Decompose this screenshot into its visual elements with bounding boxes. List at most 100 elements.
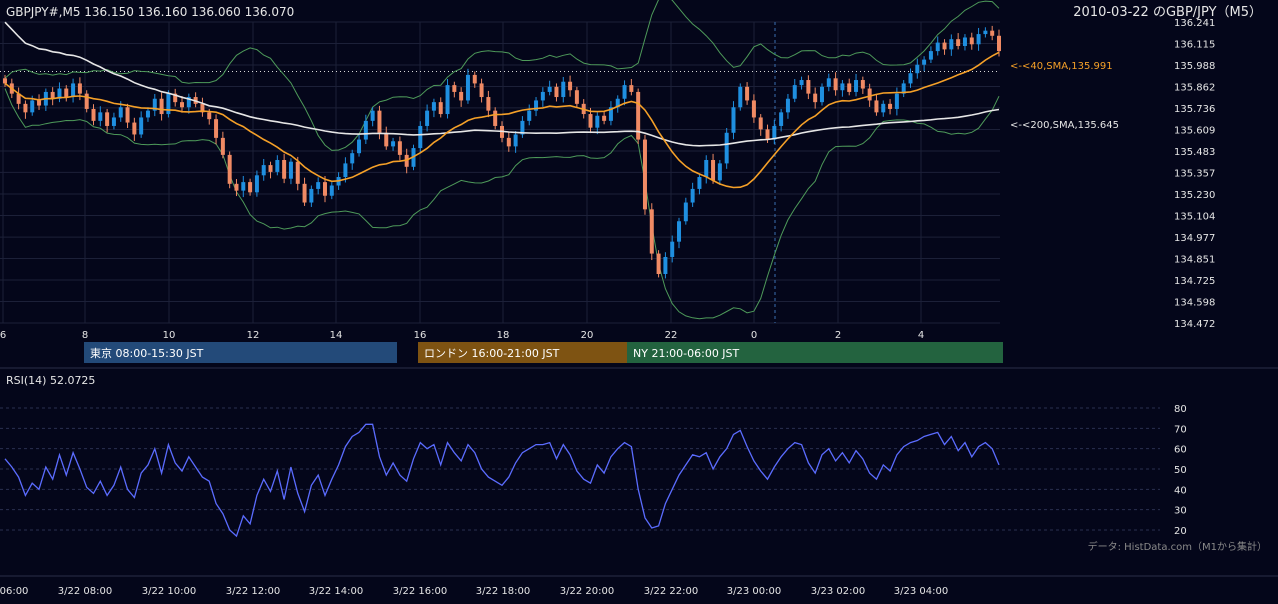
candle — [772, 119, 777, 144]
candle-body — [309, 188, 314, 203]
candle-body — [622, 85, 627, 99]
candle-body — [540, 91, 545, 101]
candle — [745, 82, 750, 105]
candle — [758, 114, 763, 136]
candle — [37, 94, 42, 110]
data-credit: データ: HistData.com（M1から集計） — [1088, 540, 1267, 553]
candle-body — [227, 154, 232, 184]
candle — [642, 134, 647, 215]
price-tick-label: 134.598 — [1174, 298, 1215, 309]
candle — [724, 128, 729, 169]
candle — [166, 90, 171, 118]
price-tick-label: 136.115 — [1174, 39, 1215, 50]
candle — [561, 76, 566, 103]
bollinger-upper-line — [4, 0, 1000, 151]
candle — [91, 104, 96, 126]
candle-body — [77, 83, 82, 94]
candle-body — [363, 120, 368, 140]
candle — [656, 250, 661, 278]
candle-body — [145, 110, 150, 118]
candle-body — [30, 100, 35, 113]
price-tick-label: 134.977 — [1174, 233, 1215, 244]
time-tick-label: 10 — [163, 330, 176, 341]
candle-body — [377, 110, 382, 133]
candle — [71, 78, 76, 103]
candle-body — [159, 98, 164, 115]
candle-body — [241, 182, 246, 191]
sma200-label: <-<200,SMA,135.645 — [1010, 120, 1119, 131]
candle — [813, 87, 818, 109]
candle-body — [64, 88, 69, 98]
candle — [922, 56, 927, 72]
candle-body — [220, 137, 225, 155]
candle-body — [629, 85, 634, 92]
time-tick-label: 2 — [835, 330, 841, 341]
candle-body — [91, 108, 96, 121]
candle — [431, 98, 436, 118]
candle-body — [479, 83, 484, 98]
candle-body — [506, 137, 511, 147]
candle-body — [329, 185, 334, 196]
candle-body — [322, 182, 327, 196]
candle — [329, 182, 334, 200]
price-tick-label: 135.736 — [1174, 104, 1215, 115]
candle — [690, 182, 695, 207]
candle-body — [125, 107, 130, 123]
candle — [186, 93, 191, 114]
time-tick-label: 20 — [581, 330, 594, 341]
candle-body — [901, 83, 906, 94]
candle — [234, 179, 239, 197]
candle-body — [472, 74, 477, 84]
time-tick-label: 16 — [414, 330, 427, 341]
candle-body — [98, 112, 103, 121]
candle — [445, 79, 450, 119]
candle-body — [50, 91, 55, 99]
candle — [275, 155, 280, 176]
candle — [969, 32, 974, 50]
candle-body — [418, 125, 423, 149]
rsi-title: RSI(14) 52.0725 — [6, 374, 95, 387]
candle — [636, 88, 641, 144]
session-bar-fill — [418, 342, 627, 363]
time-tick-label: 4 — [918, 330, 924, 341]
candle-body — [16, 93, 21, 104]
candle-body — [57, 88, 62, 99]
candle-body — [343, 163, 348, 178]
moving-averages — [4, 21, 1000, 189]
candle-body — [894, 93, 899, 109]
session-bar: 東京 08:00-15:30 JST — [84, 342, 397, 363]
candle — [806, 75, 811, 100]
candle — [513, 131, 518, 153]
candle-body — [595, 115, 600, 128]
candle — [465, 68, 470, 104]
candle — [962, 34, 967, 51]
candle-body — [697, 177, 702, 189]
candle — [418, 121, 423, 153]
candle-body — [111, 117, 116, 126]
candle-body — [302, 183, 307, 203]
candle — [506, 131, 511, 152]
candle — [180, 96, 185, 113]
bottom-time-label: 3/23 02:00 — [811, 586, 865, 597]
candle-body — [915, 64, 920, 74]
candle-body — [772, 125, 777, 140]
candle — [799, 76, 804, 90]
sma200-line — [4, 21, 1000, 147]
candle-body — [431, 102, 436, 111]
sma40-line — [4, 51, 1000, 189]
candle — [785, 93, 790, 119]
candle-body — [881, 103, 886, 113]
candle-body — [969, 37, 974, 45]
candle — [350, 149, 355, 170]
candle — [486, 90, 491, 118]
candle-body — [207, 112, 212, 120]
candle — [983, 27, 988, 38]
candle-body — [690, 188, 695, 203]
candle-body — [288, 161, 293, 179]
session-bar: NY 21:00-06:00 JST — [627, 342, 1003, 363]
candle — [792, 79, 797, 103]
candle-body — [186, 97, 191, 108]
candle-body — [928, 51, 933, 60]
candle-body — [854, 80, 859, 92]
